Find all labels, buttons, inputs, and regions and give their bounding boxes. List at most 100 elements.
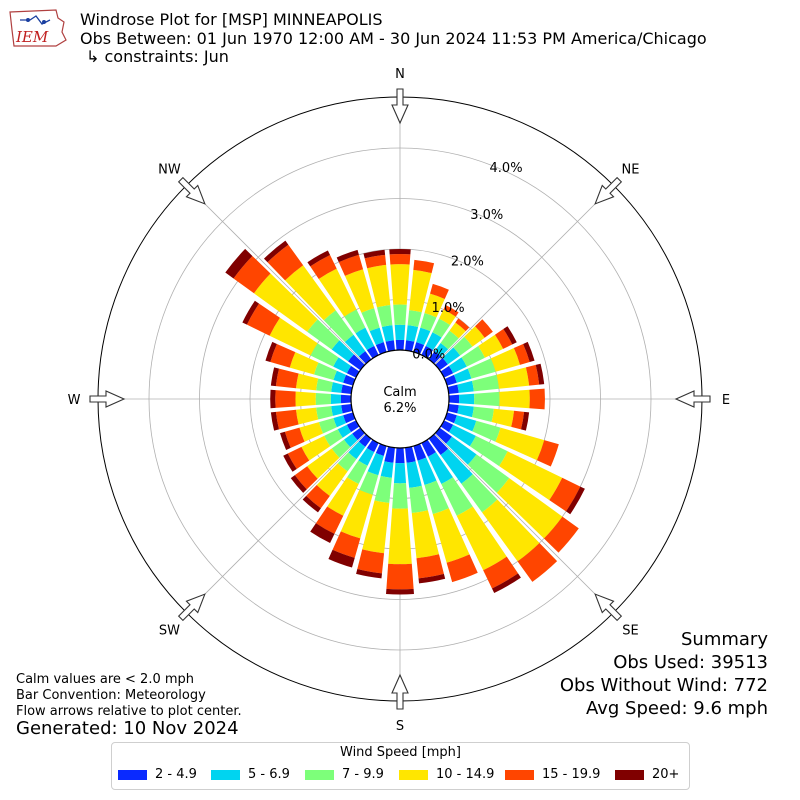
bar-160deg-5-6.9 (417, 457, 437, 485)
bar-70deg-2-4.9 (444, 374, 457, 386)
speed-legend: Wind Speed [mph] 2 - 4.9 5 - 6.9 7 - 9.9… (111, 742, 690, 790)
bar-160deg-2-4.9 (413, 443, 427, 461)
radial-tick-label: 3.0% (470, 208, 503, 223)
bar-230deg-2-4.9 (352, 427, 365, 441)
bar-260deg-15-19.9 (275, 409, 299, 430)
bar-300deg-15-19.9 (246, 303, 280, 336)
bar-260deg-2-4.9 (341, 404, 353, 414)
bar-50deg-5-6.9 (442, 347, 461, 365)
bar-0deg-5-6.9 (394, 324, 406, 341)
grid-spoke (434, 433, 614, 613)
chart-title: Windrose Plot for [MSP] MINNEAPOLIS (80, 10, 383, 29)
bar-210deg-2-4.9 (366, 439, 379, 453)
bar-40deg-2-4.9 (428, 351, 442, 364)
bar-10deg-5-6.9 (406, 325, 419, 342)
flow-arrow-w (89, 390, 126, 408)
bar-60deg-7-9.9 (461, 346, 485, 367)
bar-190deg-20+ (356, 568, 382, 579)
bar-130deg-5-6.9 (446, 436, 477, 465)
bar-0deg-2-4.9 (395, 339, 405, 351)
bar-240deg-20+ (283, 453, 297, 472)
bar-320deg-5-6.9 (344, 334, 366, 357)
bar-300deg-20+ (242, 300, 260, 325)
bar-90deg-7-9.9 (474, 391, 500, 407)
legend-swatch (399, 769, 428, 780)
bar-270deg-20+ (270, 389, 276, 409)
bar-170deg-10-14.9 (411, 510, 439, 559)
bar-310deg-2-4.9 (348, 354, 365, 371)
bar-170deg-20+ (418, 573, 446, 584)
bar-90deg-2-4.9 (448, 394, 460, 404)
bar-70deg-10-14.9 (490, 348, 520, 372)
bar-230deg-15-19.9 (294, 466, 318, 490)
bar-290deg-7-9.9 (314, 362, 337, 381)
bar-70deg-15-19.9 (513, 343, 530, 365)
bar-60deg-10-14.9 (478, 334, 504, 358)
bar-90deg-5-6.9 (458, 393, 475, 405)
bar-330deg-5-6.9 (355, 327, 375, 351)
bar-40deg-5-6.9 (434, 342, 449, 357)
bar-230deg-7-9.9 (331, 439, 351, 458)
bar-30deg-10-14.9 (439, 309, 456, 325)
legend-item-2-4.9: 2 - 4.9 (118, 767, 197, 783)
bar-60deg-5-6.9 (448, 357, 467, 374)
bar-190deg-7-9.9 (374, 475, 392, 503)
bar-0deg-7-9.9 (393, 304, 407, 325)
bar-350deg-20+ (363, 249, 386, 259)
bar-140deg-5-6.9 (440, 448, 473, 484)
legend-swatch (505, 769, 534, 780)
bar-310deg-7-9.9 (307, 319, 340, 350)
bar-240deg-7-9.9 (324, 429, 343, 447)
grid-spoke (434, 185, 614, 365)
grid-spoke (186, 185, 366, 365)
bar-160deg-15-19.9 (446, 554, 478, 583)
legend-label: 5 - 6.9 (248, 767, 290, 782)
bar-40deg-7-9.9 (440, 330, 459, 350)
bar-250deg-15-19.9 (284, 427, 305, 448)
bar-340deg-20+ (336, 249, 359, 263)
bar-340deg-7-9.9 (361, 308, 380, 332)
bar-130deg-2-4.9 (435, 427, 452, 444)
logo-text: IEM (15, 28, 49, 46)
bar-260deg-10-14.9 (296, 407, 319, 425)
bar-190deg-2-4.9 (384, 446, 395, 463)
legend-swatch (118, 769, 147, 780)
bar-20deg-10-14.9 (424, 293, 445, 318)
bar-350deg-15-19.9 (364, 254, 387, 269)
summary-obs-without-wind: Obs Without Wind: 772 (559, 675, 768, 696)
bar-320deg-20+ (263, 240, 289, 263)
bar-80deg-5-6.9 (457, 380, 474, 393)
bar-190deg-10-14.9 (362, 500, 390, 554)
legend-swatch (211, 769, 240, 780)
bar-180deg-15-19.9 (386, 563, 414, 590)
bar-180deg-20+ (386, 588, 414, 595)
legend-label: 2 - 4.9 (155, 767, 197, 782)
bar-50deg-10-14.9 (464, 326, 485, 347)
flow-arrow-sw (177, 593, 206, 622)
legend-swatch (615, 769, 644, 780)
bar-220deg-2-4.9 (358, 434, 372, 447)
bar-30deg-15-19.9 (443, 304, 459, 317)
bar-220deg-7-9.9 (337, 452, 357, 472)
bar-310deg-5-6.9 (331, 340, 354, 362)
bar-150deg-20+ (491, 573, 521, 593)
bar-convention-note: Bar Convention: Meteorology (16, 688, 206, 703)
bar-140deg-10-14.9 (482, 499, 540, 562)
bar-200deg-20+ (328, 549, 355, 568)
bar-140deg-7-9.9 (461, 474, 498, 513)
bar-220deg-20+ (302, 495, 321, 513)
legend-label: 10 - 14.9 (436, 767, 495, 782)
bar-80deg-15-19.9 (525, 364, 540, 386)
bar-250deg-20+ (280, 431, 291, 450)
calm-circle (350, 349, 450, 449)
bar-300deg-7-9.9 (310, 343, 339, 367)
bar-310deg-15-19.9 (233, 255, 271, 294)
bar-80deg-20+ (535, 363, 545, 385)
bar-280deg-10-14.9 (296, 373, 319, 391)
bar-150deg-7-9.9 (441, 477, 473, 516)
flow-arrow-e (674, 390, 711, 408)
bar-10deg-10-14.9 (409, 269, 432, 313)
calm-definition-note: Calm values are < 2.0 mph (16, 672, 195, 687)
bar-320deg-15-19.9 (267, 244, 304, 281)
bar-200deg-5-6.9 (367, 452, 384, 476)
